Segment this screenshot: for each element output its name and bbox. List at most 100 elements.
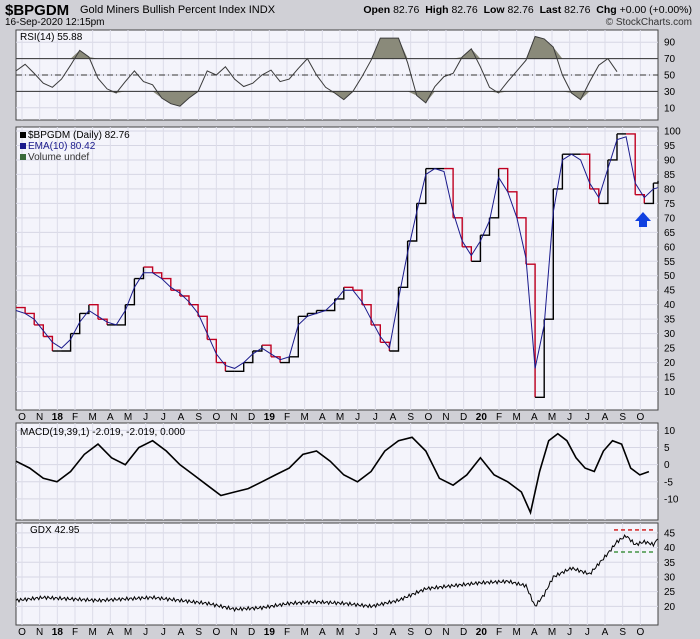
gdx-tick-label: 40: [664, 543, 676, 554]
rsi-line: [15, 35, 618, 107]
x-axis-label: J: [567, 627, 572, 638]
volume-legend-swatch: [20, 154, 26, 160]
open-label: Open: [363, 4, 391, 16]
x-axis-label: M: [548, 627, 556, 638]
x-axis-label: S: [407, 627, 414, 638]
x-axis-label: M: [548, 412, 556, 423]
price-segment: [25, 312, 35, 325]
price-segment: [516, 217, 527, 265]
x-axis-label: J: [585, 412, 590, 423]
price-segment: [216, 361, 227, 372]
x-axis-label: M: [336, 627, 344, 638]
price-ema-title: EMA(10) 80.42: [28, 141, 96, 152]
price-segment: [444, 167, 454, 218]
price-tick-label: 20: [664, 358, 676, 369]
rsi-tick-label: 50: [664, 71, 676, 82]
x-axis-label: 20: [476, 412, 488, 423]
x-axis-label: 20: [476, 627, 488, 638]
price-segment: [580, 153, 591, 189]
rsi-tick-label: 30: [664, 87, 676, 98]
x-axis-label: J: [373, 627, 378, 638]
x-axis-label: J: [161, 412, 166, 423]
price-tick-label: 65: [664, 228, 676, 239]
price-segment: [234, 362, 245, 372]
price-segment: [143, 266, 154, 273]
x-axis-label: A: [319, 412, 326, 423]
x-axis-label: N: [442, 412, 449, 423]
rsi-tick-label: 70: [664, 54, 676, 65]
gdx-tick-label: 20: [664, 602, 676, 613]
x-axis-label: J: [143, 627, 148, 638]
x-axis-label: A: [178, 627, 185, 638]
open-value: 82.76: [393, 4, 420, 16]
price-segment: [243, 351, 254, 364]
price-segment: [598, 159, 609, 205]
price-segment: [589, 188, 600, 204]
price-segment: [43, 335, 54, 351]
price-tick-label: 60: [664, 242, 676, 253]
index-name: Gold Miners Bullish Percent Index INDX: [80, 4, 275, 16]
x-axis-label: N: [230, 412, 237, 423]
price-segment: [189, 304, 199, 317]
macd-tick-label: 10: [664, 426, 676, 437]
x-axis-label: O: [18, 627, 26, 638]
x-axis-label: A: [390, 412, 397, 423]
x-axis-label: A: [319, 627, 326, 638]
x-axis-label: F: [284, 627, 290, 638]
price-segment: [325, 298, 336, 312]
ema-legend-swatch: [20, 143, 26, 149]
x-axis-label: F: [72, 627, 78, 638]
x-axis-label: A: [531, 627, 538, 638]
price-segment: [471, 235, 482, 262]
x-axis-label: O: [636, 627, 644, 638]
x-axis-label: J: [567, 412, 572, 423]
macd-title: MACD(19,39,1) -2.019, -2.019, 0.000: [20, 427, 186, 438]
price-segment: [152, 272, 163, 279]
price-tick-label: 100: [664, 127, 681, 138]
price-segment: [544, 188, 554, 320]
x-axis-label: S: [195, 627, 202, 638]
price-segment: [79, 304, 90, 315]
price-segment: [626, 133, 636, 195]
price-segment: [88, 304, 99, 320]
x-axis-label: M: [300, 412, 308, 423]
x-axis-label: 18: [52, 627, 64, 638]
price-segment: [16, 306, 26, 314]
price-segment: [389, 287, 400, 352]
x-axis-label: F: [496, 627, 502, 638]
last-value: 82.76: [564, 4, 591, 16]
watermark: © StockCharts.com: [605, 17, 692, 28]
price-segment: [134, 267, 145, 280]
price-tick-label: 90: [664, 155, 676, 166]
x-axis-label: D: [248, 627, 255, 638]
x-axis-label: O: [424, 627, 432, 638]
x-axis-label: D: [460, 412, 467, 423]
x-axis-label: J: [355, 412, 360, 423]
x-axis-label: J: [143, 412, 148, 423]
x-axis-label: M: [512, 627, 520, 638]
x-axis-label: M: [88, 627, 96, 638]
price-segment: [289, 316, 299, 358]
rsi-title: RSI(14) 55.88: [20, 32, 83, 43]
x-axis-label: 19: [264, 627, 276, 638]
symbol: $BPGDM: [5, 2, 70, 19]
price-tick-label: 40: [664, 300, 676, 311]
macd-tick-label: 5: [664, 443, 670, 454]
x-axis-label: D: [248, 412, 255, 423]
x-axis-label: S: [619, 412, 626, 423]
macd-tick-label: -5: [664, 477, 673, 488]
x-axis-label: M: [300, 627, 308, 638]
datetime: 16-Sep-2020 12:15pm: [5, 17, 105, 28]
price-segment: [653, 180, 659, 184]
x-axis-label: J: [161, 627, 166, 638]
x-axis-label: D: [460, 627, 467, 638]
high-value: 82.76: [451, 4, 478, 16]
x-axis-label: 19: [264, 412, 276, 423]
gdx-panel-frame: [15, 522, 659, 626]
price-segment: [635, 194, 645, 204]
x-axis-label: J: [585, 627, 590, 638]
x-axis-label: A: [107, 627, 114, 638]
x-axis-label: M: [512, 412, 520, 423]
x-axis-label: O: [636, 412, 644, 423]
x-axis-label: A: [107, 412, 114, 423]
